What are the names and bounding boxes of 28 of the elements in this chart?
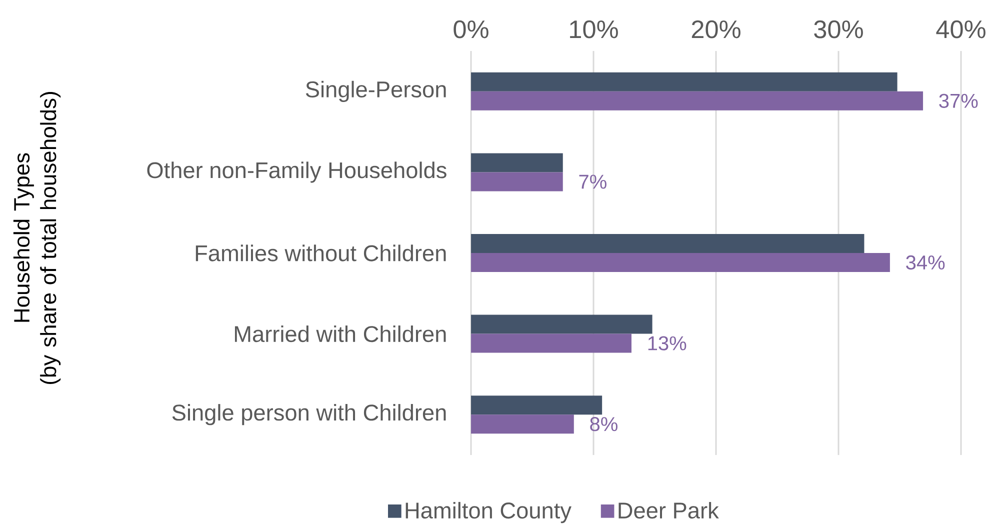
- data-label: 8%: [590, 417, 618, 432]
- legend-label: Deer Park: [618, 502, 719, 519]
- x-tick-label: 10%: [570, 20, 618, 38]
- legend-label: Hamilton County: [406, 502, 572, 524]
- bar: [471, 314, 652, 334]
- bar: [471, 234, 864, 253]
- bar: [471, 396, 602, 415]
- data-label: 37%: [939, 94, 978, 108]
- x-tick-label: 0%: [454, 20, 488, 38]
- bar: [471, 72, 898, 92]
- y-tick-label: Other non-Family Households: [147, 162, 446, 183]
- x-tick-label: 40%: [936, 20, 986, 38]
- x-tick-label: 30%: [814, 20, 863, 38]
- y-tick-label: Families without Children: [196, 244, 446, 262]
- bar: [471, 334, 632, 353]
- data-label: 13%: [648, 336, 686, 350]
- x-tick-label: 20%: [692, 20, 740, 38]
- y-tick-label: Single person with Children: [172, 404, 446, 426]
- bar: [471, 153, 563, 172]
- data-label: 7%: [579, 174, 606, 189]
- bar: [471, 252, 890, 272]
- bar: [471, 172, 563, 192]
- y-tick-label: Married with Children: [234, 325, 446, 342]
- bar: [471, 91, 924, 110]
- y-axis-title: Household Types (by share of total households): [13, 92, 61, 384]
- y-tick-label: Single-Person: [306, 80, 446, 102]
- bar: [471, 414, 574, 434]
- data-label: 34%: [906, 255, 945, 270]
